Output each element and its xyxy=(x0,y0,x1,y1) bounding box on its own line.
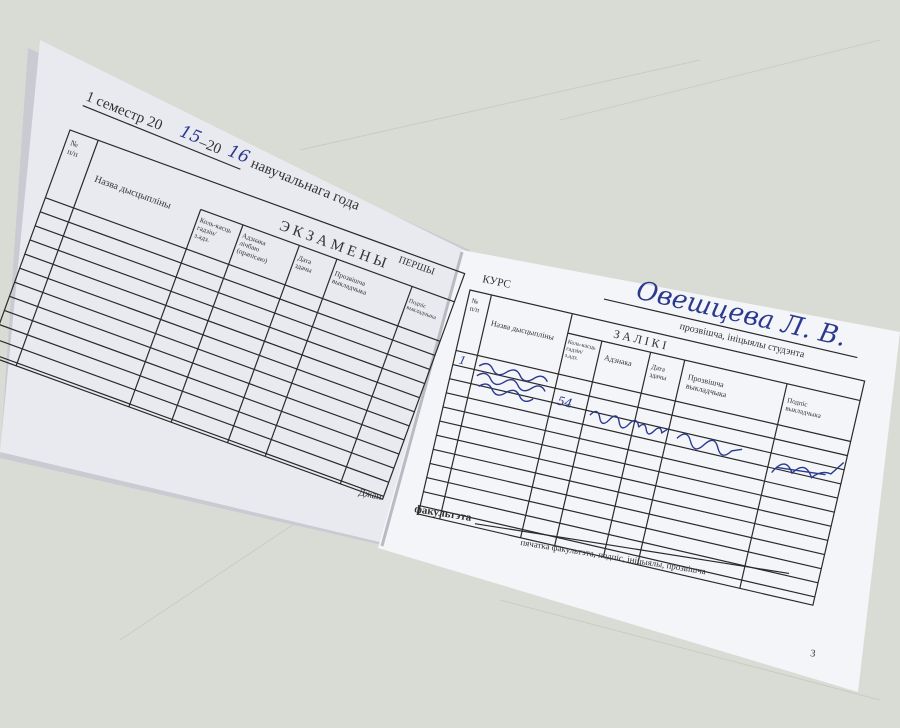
table-row-line xyxy=(429,462,825,556)
date-handwriting xyxy=(637,423,670,435)
table-row-line xyxy=(420,505,815,598)
credits-table: ЗАЛІКІ №п/п Назва дысцыпліны Коль-касцьг… xyxy=(417,289,866,606)
left-page xyxy=(0,40,468,544)
entry-number: 1 xyxy=(458,353,468,367)
table-row-line xyxy=(452,363,848,457)
table-row-line xyxy=(34,225,430,371)
table-row-line xyxy=(426,476,822,570)
course-label: КУРС xyxy=(481,273,511,291)
col-number: №п/п xyxy=(469,297,482,315)
credit-entry-1: 1 54 xyxy=(458,353,845,479)
table-row-line xyxy=(4,309,400,455)
table-row-line xyxy=(0,323,395,469)
table-row-line xyxy=(0,338,389,483)
table-row-line xyxy=(40,211,436,356)
teacher-signature xyxy=(771,461,845,479)
page-number: 3 xyxy=(810,648,817,660)
table-row-line xyxy=(0,352,384,497)
table-row-line xyxy=(436,434,832,527)
table-row-line xyxy=(24,253,420,399)
table-row-line xyxy=(439,420,835,513)
table-row-line xyxy=(442,406,838,499)
grade-handwriting xyxy=(589,410,640,429)
table-row-line xyxy=(433,448,828,541)
right-page xyxy=(378,250,900,692)
col-date: Датаздачы xyxy=(649,363,670,383)
table-row-line xyxy=(9,295,405,441)
subject-handwriting xyxy=(476,362,548,403)
table-row-line xyxy=(19,267,415,413)
surface-scratches xyxy=(119,39,881,701)
col-number: №п/п xyxy=(66,138,83,159)
teacher-handwriting xyxy=(676,433,743,456)
left-footer: Джан xyxy=(357,487,383,503)
table-row-line xyxy=(449,378,845,471)
book-spine xyxy=(380,251,464,547)
entry-hours: 54 xyxy=(556,394,574,411)
table-row-line xyxy=(14,281,410,427)
table-row-line xyxy=(29,239,425,385)
